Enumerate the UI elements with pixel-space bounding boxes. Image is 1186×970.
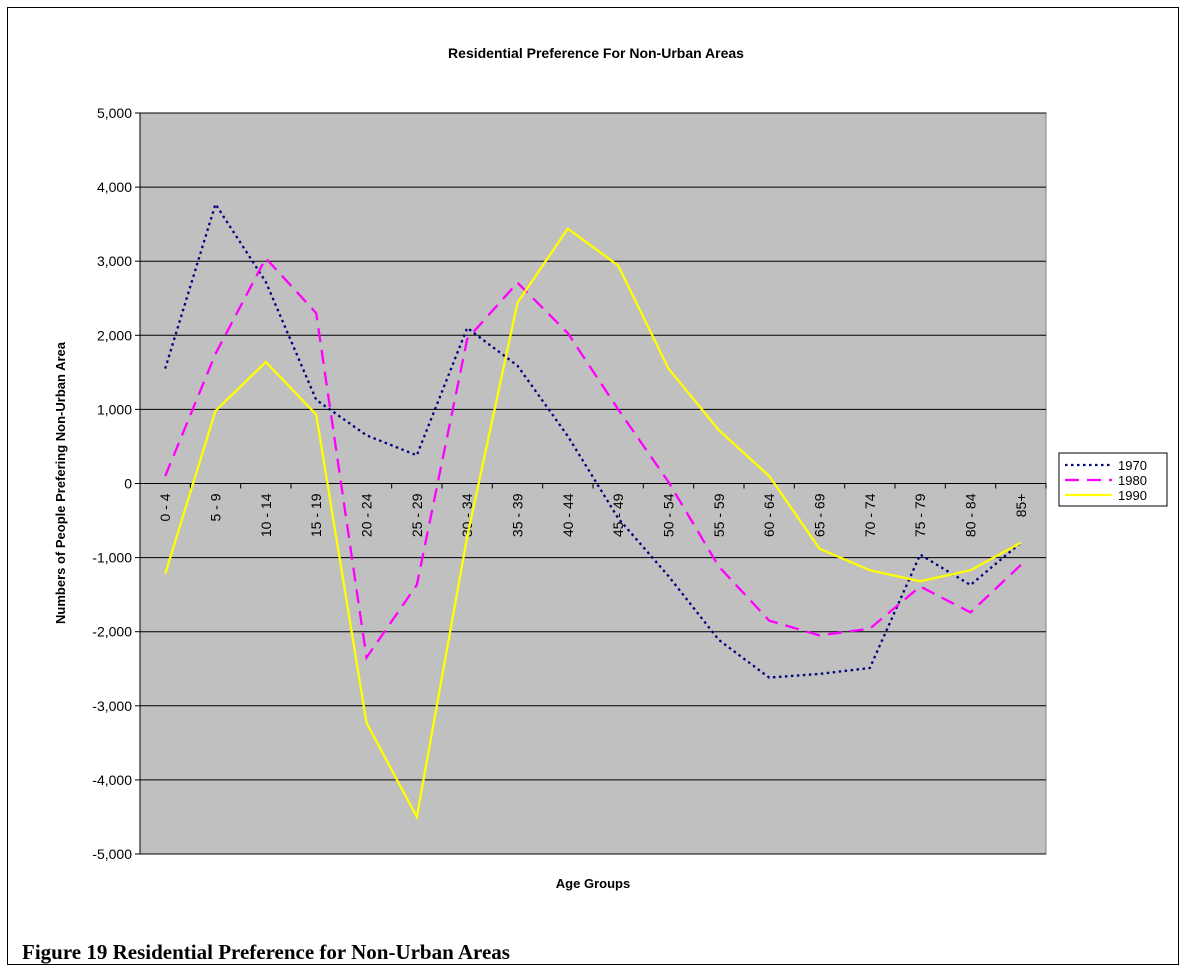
- y-tick-label: -1,000: [92, 550, 132, 566]
- chart-title: Residential Preference For Non-Urban Are…: [448, 45, 744, 61]
- y-tick-label: 5,000: [97, 105, 132, 121]
- x-tick-label: 5 - 9: [208, 493, 224, 521]
- x-tick-label: 50 - 54: [661, 493, 677, 537]
- legend-label-1990: 1990: [1118, 488, 1147, 503]
- x-tick-label: 20 - 24: [359, 493, 375, 537]
- x-tick-label: 85+: [1013, 494, 1029, 518]
- x-tick-label: 75 - 79: [912, 493, 928, 537]
- series-lines: [164, 201, 1022, 821]
- y-tick-label: -3,000: [92, 698, 132, 714]
- legend-label-1970: 1970: [1118, 458, 1147, 473]
- x-tick-label: 70 - 74: [862, 493, 878, 537]
- x-tick-label: 55 - 59: [711, 493, 727, 537]
- series-line-1990: [164, 226, 1022, 821]
- y-tick-label: -2,000: [92, 624, 132, 640]
- x-axis: 0 - 4 5 - 9 10 - 14 15 - 19 20 - 24 25 - 29 30…: [139, 483, 1047, 537]
- y-tick-label: -5,000: [92, 846, 132, 862]
- y-tick-label: 0: [124, 476, 132, 492]
- x-tick-label: 60 - 64: [761, 493, 777, 537]
- y-tick-label: 2,000: [97, 327, 132, 343]
- y-axis: 5,000 4,000 3,000 2,000 1,000 0 -1,000 -2,000 -3…: [92, 105, 141, 862]
- y-tick-label: 4,000: [97, 179, 132, 195]
- x-tick-label: 65 - 69: [812, 493, 828, 537]
- x-axis-label: Age Groups: [556, 876, 630, 891]
- x-tick-label: 25 - 29: [409, 493, 425, 537]
- x-tick-label: 10 - 14: [258, 493, 274, 537]
- y-axis-label: Numbers of People Prefering Non-Urban Ar…: [53, 341, 68, 624]
- x-tick-label: 35 - 39: [510, 493, 526, 537]
- x-tick-label: 15 - 19: [308, 493, 324, 537]
- y-tick-label: 1,000: [97, 401, 132, 417]
- x-tick-label: 0 - 4: [157, 493, 173, 521]
- x-tick-label: 40 - 44: [560, 493, 576, 537]
- x-tick-label: 30 - 34: [459, 493, 475, 537]
- y-tick-label: 3,000: [97, 253, 132, 269]
- series-line-1980: [164, 256, 1022, 661]
- x-tick-label: 45 - 49: [610, 493, 626, 537]
- legend-label-1980: 1980: [1118, 473, 1147, 488]
- x-tick-label: 80 - 84: [963, 493, 979, 537]
- figure-caption: Figure 19 Residential Preference for Non…: [22, 940, 510, 964]
- y-tick-label: -4,000: [92, 772, 132, 788]
